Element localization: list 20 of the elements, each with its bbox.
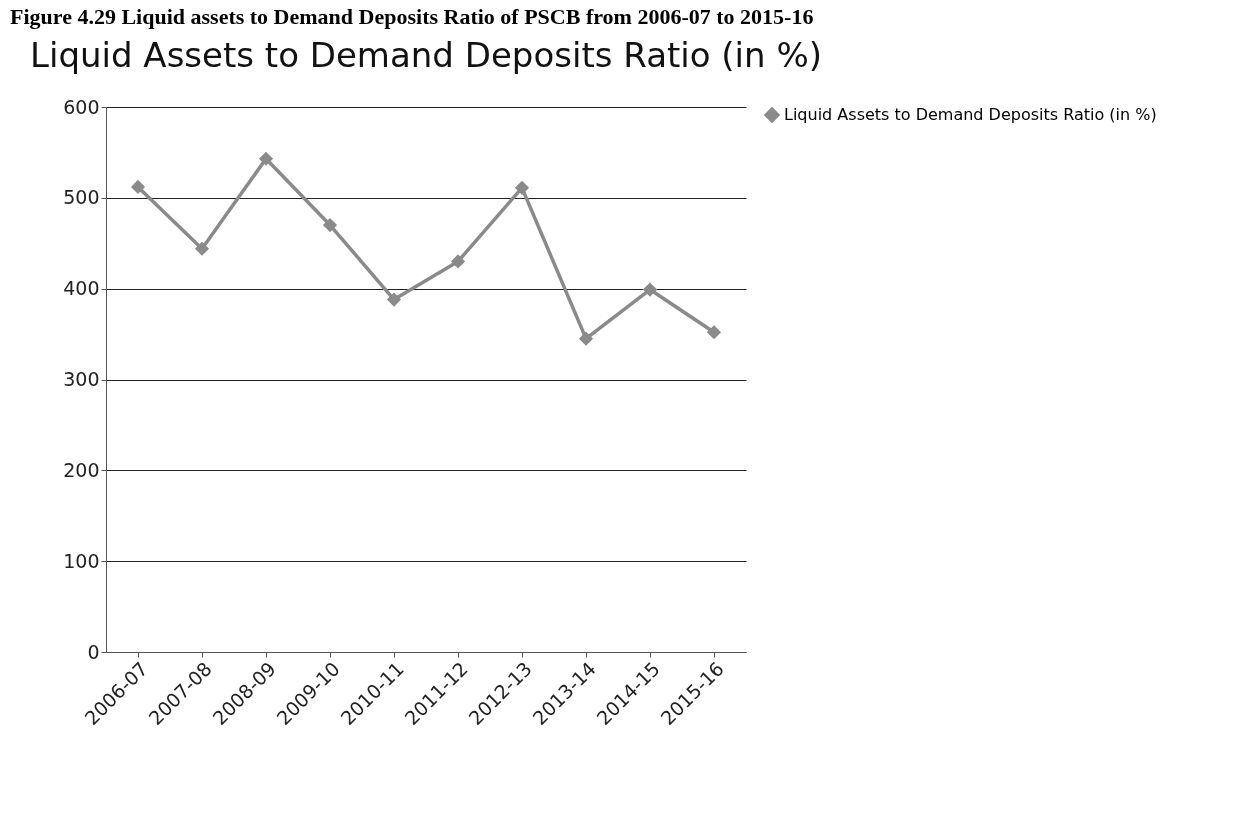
y-tick-label: 200	[63, 458, 100, 481]
y-tick-label: 300	[63, 368, 100, 390]
y-tick-label: 500	[63, 186, 100, 209]
caption: Figure 4.29 Liquid assets to Demand Deposits Ratio of PSCB from 2006-07 to 2015-16	[9, 3, 815, 30]
point	[322, 218, 338, 233]
point	[194, 241, 210, 256]
point	[258, 151, 274, 166]
y-tick-label: 100	[63, 549, 100, 572]
point	[386, 292, 402, 307]
legend-label: Liquid Assets to Demand Deposits Ratio (in %)	[784, 105, 1157, 124]
point	[642, 282, 658, 297]
point	[450, 254, 466, 269]
chart-title: Liquid Assets to Demand Deposits Ratio (in %)	[30, 35, 822, 75]
point	[514, 180, 530, 195]
point	[578, 331, 594, 346]
y-tick-label: 0	[87, 640, 100, 663]
y-tick-label: 600	[63, 95, 100, 118]
y-tick-label: 400	[63, 277, 100, 300]
point	[130, 179, 146, 194]
point	[706, 325, 722, 340]
